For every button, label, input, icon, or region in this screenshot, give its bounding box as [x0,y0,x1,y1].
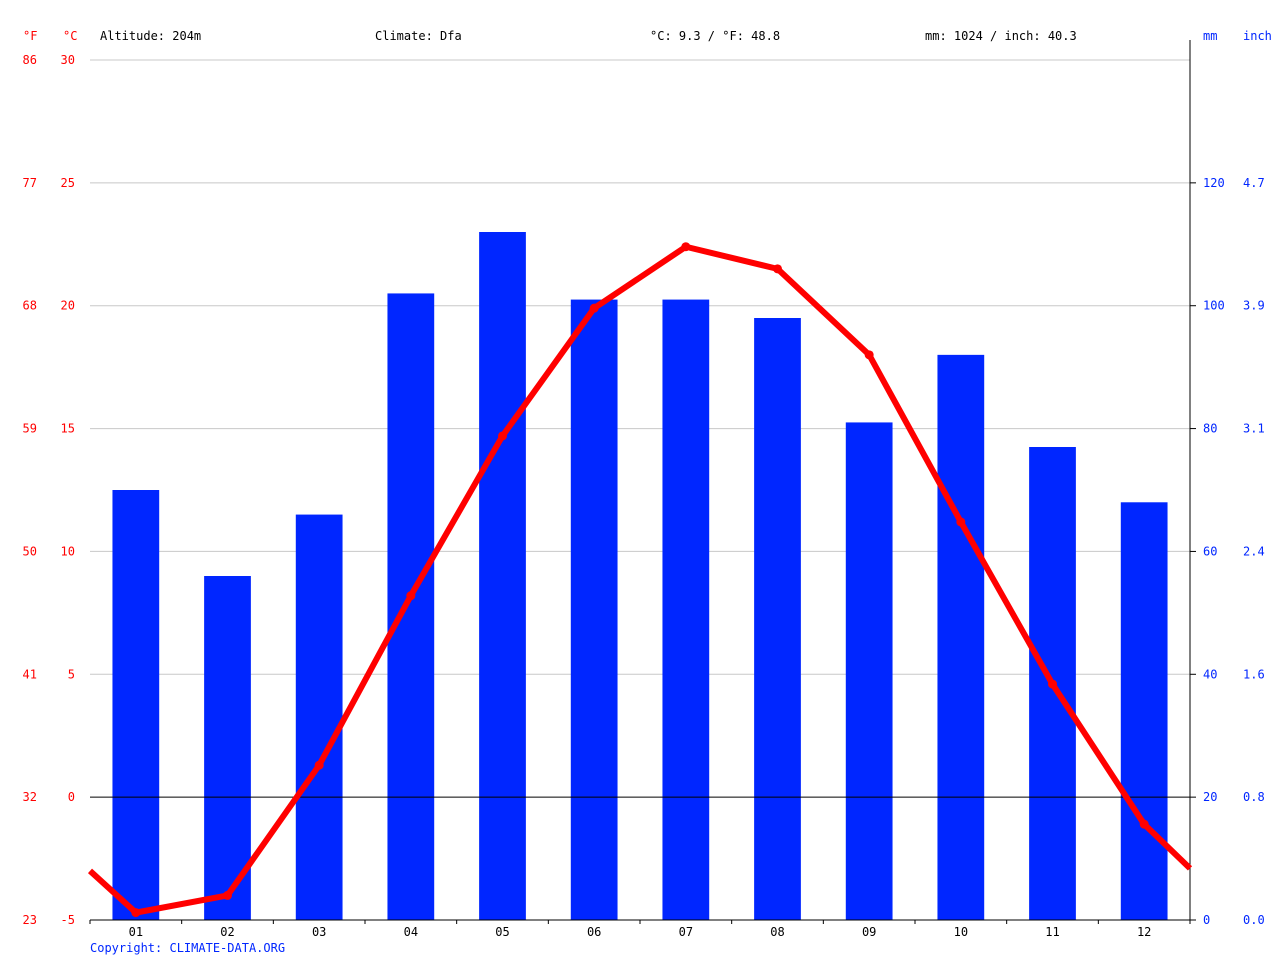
temperature-point [406,591,416,601]
month-label: 03 [312,925,326,939]
celsius-tick-label: 5 [68,667,75,681]
celsius-unit-label: °C [63,29,77,43]
month-label: 01 [129,925,143,939]
mm-tick-label: 40 [1203,667,1217,681]
celsius-tick-label: 30 [61,53,75,67]
axes [89,40,1196,924]
precipitation-bar [112,490,160,920]
precipitation-bar [754,318,801,920]
fahrenheit-tick-label: 32 [23,790,37,804]
temperature-point [498,431,507,441]
celsius-tick-label: 20 [61,299,75,313]
precipitation-bars [112,232,1168,921]
temperature-line [87,242,1193,918]
month-label: 11 [1045,925,1059,939]
celsius-tick-label: 0 [68,790,75,804]
inch-tick-label: 0.8 [1243,790,1265,804]
month-label: 04 [404,925,418,939]
average-temperature-label: °C: 9.3 / °F: 48.8 [650,29,780,43]
temperature-point [1048,679,1057,689]
inch-tick-label: 4.7 [1243,176,1265,190]
temperature-point [131,908,141,918]
month-label: 02 [220,925,234,939]
tick-labels: -5 23 0 32 5 41 10 50 15 59 20 68 25 77 30 86 0 0.0 20 0.8 4… [23,53,1265,939]
inch-tick-label: 3.1 [1243,422,1265,436]
copyright-link[interactable]: Copyright: CLIMATE-DATA.ORG [90,941,285,955]
climate-label: Climate: Dfa [375,29,462,43]
fahrenheit-tick-label: 50 [23,544,37,558]
precipitation-bar [662,299,710,921]
month-label: 06 [587,925,601,939]
mm-tick-label: 0 [1203,913,1210,927]
month-label: 05 [495,925,509,939]
celsius-tick-label: 15 [61,422,75,436]
altitude-label: Altitude: 204m [100,29,201,43]
month-label: 08 [770,925,784,939]
temperature-point [314,760,324,770]
month-label: 10 [954,925,968,939]
fahrenheit-tick-label: 23 [23,913,37,927]
mm-tick-label: 80 [1203,422,1217,436]
inch-tick-label: 3.9 [1243,299,1265,313]
mm-unit-label: mm [1203,29,1217,43]
temperature-point [589,303,599,313]
temperature-point [223,890,232,900]
inch-tick-label: 2.4 [1243,544,1265,558]
mm-tick-label: 60 [1203,544,1217,558]
inch-tick-label: 1.6 [1243,667,1265,681]
celsius-tick-label: 10 [61,544,75,558]
temperature-point [864,350,874,360]
total-precipitation-label: mm: 1024 / inch: 40.3 [925,29,1077,43]
precipitation-bar [295,514,343,920]
precipitation-bar [570,299,618,921]
fahrenheit-tick-label: 59 [23,422,37,436]
month-label: 12 [1137,925,1151,939]
fahrenheit-tick-label: 77 [23,176,37,190]
precipitation-bar [387,293,435,920]
mm-tick-label: 100 [1203,299,1225,313]
precipitation-bar [204,576,251,920]
fahrenheit-unit-label: °F [23,29,37,43]
temperature-point [773,264,782,274]
gridlines [90,59,1190,921]
month-label: 07 [679,925,693,939]
precipitation-bar [845,422,893,920]
mm-tick-label: 120 [1203,176,1225,190]
mm-tick-label: 20 [1203,790,1217,804]
celsius-tick-label: -5 [61,913,75,927]
month-label: 09 [862,925,876,939]
temperature-point [681,242,691,252]
fahrenheit-tick-label: 41 [23,667,37,681]
inch-tick-label: 0.0 [1243,913,1265,927]
precipitation-bar [1120,502,1168,920]
temperature-point [956,517,966,527]
fahrenheit-tick-label: 68 [23,299,37,313]
temperature-line-path [87,243,1193,916]
precipitation-bar [937,354,985,920]
inch-unit-label: inch [1243,29,1272,43]
fahrenheit-tick-label: 86 [23,53,37,67]
temperature-point [1139,819,1149,829]
precipitation-bar [479,232,526,920]
celsius-tick-label: 25 [61,176,75,190]
